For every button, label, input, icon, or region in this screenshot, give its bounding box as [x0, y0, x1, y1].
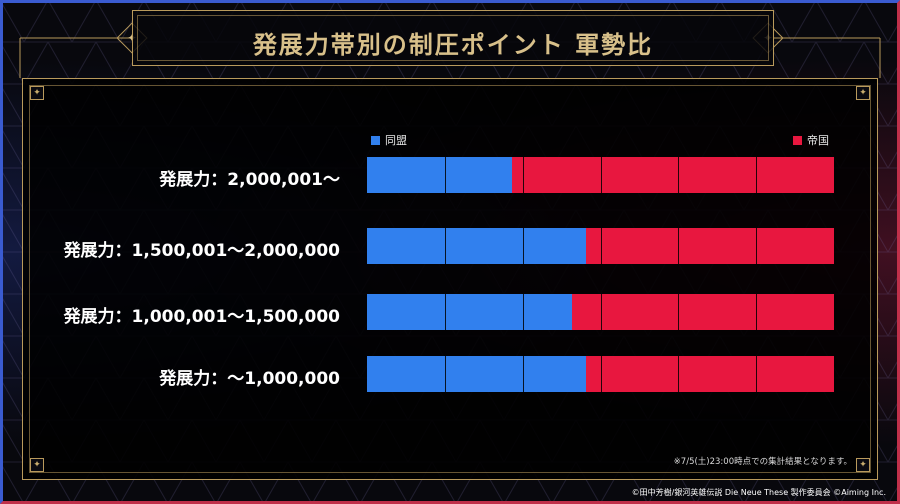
legend-label-empire: 帝国 [807, 134, 829, 147]
bar-grid-line [522, 157, 524, 193]
corner-ornament-bottom-left: ✦ [30, 458, 44, 472]
bar-segment-alliance [367, 356, 587, 392]
corner-ornament-top-right: ✦ [856, 86, 870, 100]
page-title: 発展力帯別の制圧ポイント 軍勢比 [252, 30, 654, 59]
bar-grid-line [756, 157, 758, 193]
footnote: ※7/5(土)23:00時点での集計結果となります。 [673, 457, 852, 467]
bar-segment-alliance [367, 228, 587, 264]
bar-grid-line [756, 228, 758, 264]
bar-grid-line [444, 157, 446, 193]
bar-grid-line [444, 294, 446, 330]
corner-ornament-top-left: ✦ [30, 86, 44, 100]
bar-segment-empire [511, 157, 834, 193]
row-label: 発展力：2,000,001〜 [159, 170, 340, 190]
chart-panel-inner-border [29, 85, 871, 473]
bar-grid-line [522, 356, 524, 392]
bar-grid-line [600, 294, 602, 330]
bar-grid-line [756, 356, 758, 392]
bar-grid-line [600, 356, 602, 392]
row-label: 発展力：〜1,000,000 [159, 369, 340, 389]
bar-segment-empire [572, 294, 834, 330]
bar-grid-line [522, 294, 524, 330]
bar-grid-line [756, 294, 758, 330]
legend-swatch-empire [793, 135, 802, 145]
bar-grid-line [678, 228, 680, 264]
bar-grid-line [522, 228, 524, 264]
row-label: 発展力：1,500,001〜2,000,000 [63, 241, 340, 261]
bar-segment-empire [586, 356, 834, 392]
legend-empire: 帝国 [793, 132, 829, 148]
bar-grid-line [678, 294, 680, 330]
corner-ornament-bottom-right: ✦ [856, 458, 870, 472]
chart-panel [22, 78, 878, 480]
stacked-bar [367, 157, 834, 193]
stacked-bar [367, 228, 834, 264]
bar-segment-alliance [367, 157, 512, 193]
bar-grid-line [678, 356, 680, 392]
row-label: 発展力：1,000,001〜1,500,000 [63, 307, 340, 327]
legend-label-alliance: 同盟 [385, 134, 407, 147]
bar-grid-line [600, 228, 602, 264]
bar-segment-empire [586, 228, 834, 264]
legend-swatch-alliance [371, 135, 380, 145]
bar-grid-line [678, 157, 680, 193]
bar-grid-line [444, 356, 446, 392]
bar-grid-line [600, 157, 602, 193]
stacked-bar [367, 294, 834, 330]
legend-alliance: 同盟 [371, 132, 407, 148]
stacked-bar [367, 356, 834, 392]
copyright: ©田中芳樹/銀河英雄伝説 Die Neue These 製作委員会 ©Aimin… [631, 488, 886, 497]
bar-grid-line [444, 228, 446, 264]
title-box: 発展力帯別の制圧ポイント 軍勢比 [132, 10, 774, 66]
bar-segment-alliance [367, 294, 573, 330]
